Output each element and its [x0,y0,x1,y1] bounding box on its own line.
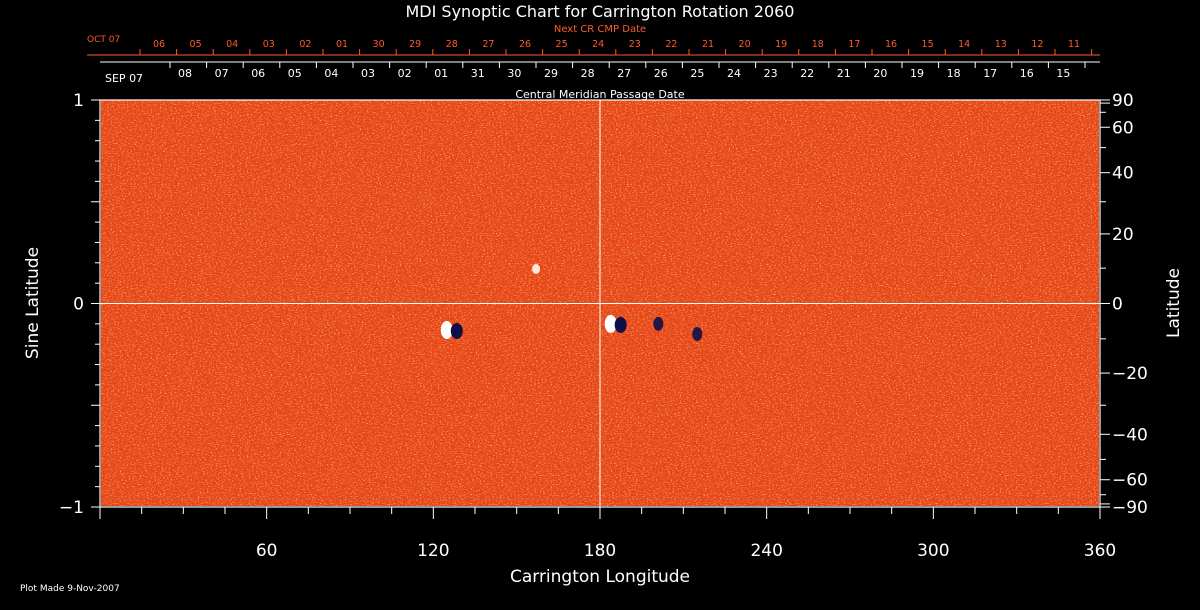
next-cr-date-label: 15 [922,39,934,50]
active-region [604,314,627,333]
cmp-axis-label: Central Meridian Passage Date [515,88,684,101]
next-cr-date-label: 26 [519,39,531,50]
cmp-date-label: 04 [324,67,338,80]
y2-tick-label: −60 [1112,471,1148,491]
y-axis-label: Sine Latitude [23,247,43,359]
next-cr-date-label: 27 [482,39,494,50]
cmp-date-label: 03 [361,67,375,80]
negative-polarity-spot [614,316,627,333]
next-cr-date-label: 06 [153,39,165,50]
cmp-date-label: 20 [873,67,887,80]
plot-made-note: Plot Made 9-Nov-2007 [20,584,120,594]
cmp-date-label: 27 [617,67,631,80]
next-cr-date-label: 12 [1031,39,1043,50]
negative-polarity-spot [692,327,703,342]
cmp-date-label: 19 [910,67,924,80]
cmp-axis: SEP 07 08 07 06 05 04 03 02 01 31 30 29 28 27 26 25 24 23… [100,61,1100,101]
next-cr-first-date: OCT 07 [87,35,120,45]
cmp-date-label: 05 [288,67,302,80]
next-cr-date-label: 02 [299,39,311,50]
positive-polarity-spot [440,320,453,339]
y-tick-label: 1 [73,91,84,111]
next-cr-date-label: 01 [336,39,348,50]
cmp-date-label: 23 [764,67,778,80]
cmp-date-label: 24 [727,67,741,80]
x-tick-label: 120 [417,541,449,561]
next-cr-date-label: 29 [409,39,421,50]
y2-tick-label: −40 [1112,425,1148,445]
bottom-axis: 60 120 180 240 300 360 [99,507,1116,561]
y2-tick-label: 60 [1112,118,1134,138]
positive-polarity-spot [604,314,617,333]
positive-polarity-spot [532,263,541,274]
crosshair [100,100,1100,507]
next-cr-date-label: 16 [885,39,897,50]
cmp-first-date: SEP 07 [105,72,143,85]
next-cr-date-label: 17 [848,39,860,50]
cmp-date-label: 29 [544,67,558,80]
next-cr-date-label: 18 [812,39,824,50]
cmp-date-label: 22 [800,67,814,80]
cmp-date-label: 07 [215,67,229,80]
y2-tick-label: −20 [1112,364,1148,384]
next-cr-date-label: 14 [958,39,970,50]
x-tick-label: 60 [256,541,278,561]
y2-tick-label: 90 [1112,91,1134,111]
y2-tick-label: 20 [1112,225,1134,245]
cmp-date-label: 21 [837,67,851,80]
x-tick-label: 360 [1084,541,1116,561]
next-cr-date-label: 04 [226,39,238,50]
y-tick-label: 0 [73,295,84,315]
cmp-date-label: 18 [947,67,961,80]
next-cr-date-label: 13 [995,39,1007,50]
cmp-date-label: 15 [1056,67,1070,80]
active-region [653,316,664,331]
next-cr-date-label: 03 [263,39,275,50]
active-region [692,327,703,342]
cmp-date-label: 08 [178,67,192,80]
cmp-date-label: 28 [581,67,595,80]
x-tick-label: 180 [584,541,616,561]
cmp-date-label: 06 [251,67,265,80]
x-axis-label: Carrington Longitude [510,567,690,587]
next-cr-date-label: 28 [446,39,458,50]
cmp-date-label: 16 [1020,67,1034,80]
next-cr-date-label: 25 [556,39,568,50]
next-cr-date-label: 24 [592,39,604,50]
negative-polarity-spot [653,316,664,331]
right-axis: 90 60 40 20 0 −20 −40 −60 −90 [1100,91,1148,518]
y2-tick-label: 0 [1112,295,1123,315]
next-cr-axis: Next CR CMP Date OCT 07 06 05 04 03 02 01 30 29 2… [87,24,1100,56]
negative-polarity-spot [450,322,463,339]
next-cr-date-label: 05 [190,39,202,50]
cmp-date-label: 02 [398,67,412,80]
x-tick-label: 300 [917,541,949,561]
next-cr-axis-label: Next CR CMP Date [554,24,646,35]
cmp-date-label: 30 [507,67,521,80]
y2-axis-label: Latitude [1164,268,1184,338]
next-cr-date-label: 20 [739,39,751,50]
y2-tick-label: −90 [1112,498,1148,518]
active-region [440,320,463,339]
next-cr-date-label: 22 [665,39,677,50]
cmp-date-label: 17 [983,67,997,80]
cmp-date-label: 26 [654,67,668,80]
next-cr-date-label: 30 [373,39,385,50]
y-tick-label: −1 [59,498,84,518]
next-cr-date-label: 19 [775,39,787,50]
next-cr-date-label: 23 [629,39,641,50]
cmp-date-label: 01 [434,67,448,80]
left-axis: −1 0 1 [59,91,100,518]
chart-title: MDI Synoptic Chart for Carrington Rotati… [406,2,795,21]
next-cr-date-label: 11 [1068,39,1080,50]
cmp-date-label: 25 [690,67,704,80]
y2-tick-label: 40 [1112,164,1134,184]
active-region [532,263,541,274]
next-cr-date-label: 21 [702,39,714,50]
x-tick-label: 240 [750,541,782,561]
cmp-date-label: 31 [471,67,485,80]
